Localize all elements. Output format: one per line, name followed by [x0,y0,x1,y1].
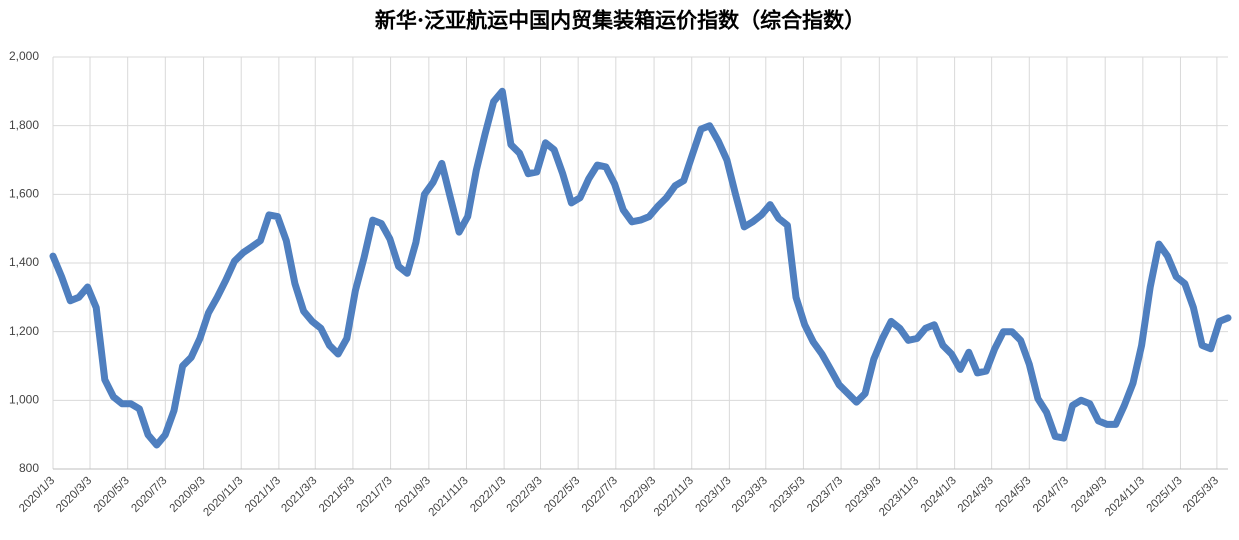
x-tick-label: 2024/3/3 [956,475,996,515]
x-tick-label: 2022/3/3 [505,475,545,515]
y-tick-label: 1,800 [9,118,39,132]
x-tick-label: 2020/11/3 [201,475,245,519]
chart-title: 新华·泛亚航运中国内贸集装箱运价指数（综合指数） [375,8,865,33]
x-tick-label: 2022/1/3 [468,475,508,515]
x-tick-label: 2021/5/3 [317,475,357,515]
y-tick-label: 1,600 [9,187,39,201]
y-tick-label: 2,000 [9,49,39,63]
y-tick-label: 1,400 [9,255,39,269]
x-tick-label: 2020/7/3 [129,475,169,515]
x-tick-label: 2020/1/3 [17,475,57,515]
x-tick-label: 2023/1/3 [693,475,733,515]
x-tick-label: 2023/11/3 [877,475,921,519]
y-tick-label: 800 [19,461,39,475]
x-tick-label: 2024/11/3 [1103,475,1147,519]
x-tick-label: 2022/7/3 [580,475,620,515]
x-tick-label: 2025/1/3 [1145,475,1185,515]
x-tick-label: 2024/5/3 [993,475,1033,515]
x-tick-label: 2020/3/3 [54,475,94,515]
x-tick-label: 2021/7/3 [355,475,395,515]
data-line [49,87,1232,449]
x-tick-label: 2020/5/3 [92,475,132,515]
x-tick-label: 2024/7/3 [1031,475,1071,515]
x-tick-label: 2021/3/3 [279,475,319,515]
x-tick-label: 2022/5/3 [542,475,582,515]
x-tick-label: 2023/7/3 [805,475,845,515]
x-tick-label: 2021/11/3 [427,475,471,519]
x-tick-label: 2023/3/3 [730,475,770,515]
x-tick-label: 2023/5/3 [768,475,808,515]
x-tick-label: 2024/1/3 [919,475,959,515]
x-tick-label: 2025/3/3 [1181,475,1221,515]
y-tick-label: 1,200 [9,324,39,338]
x-tick-label: 2022/11/3 [652,475,696,519]
x-tick-label: 2021/1/3 [243,475,283,515]
y-tick-label: 1,000 [9,393,39,407]
